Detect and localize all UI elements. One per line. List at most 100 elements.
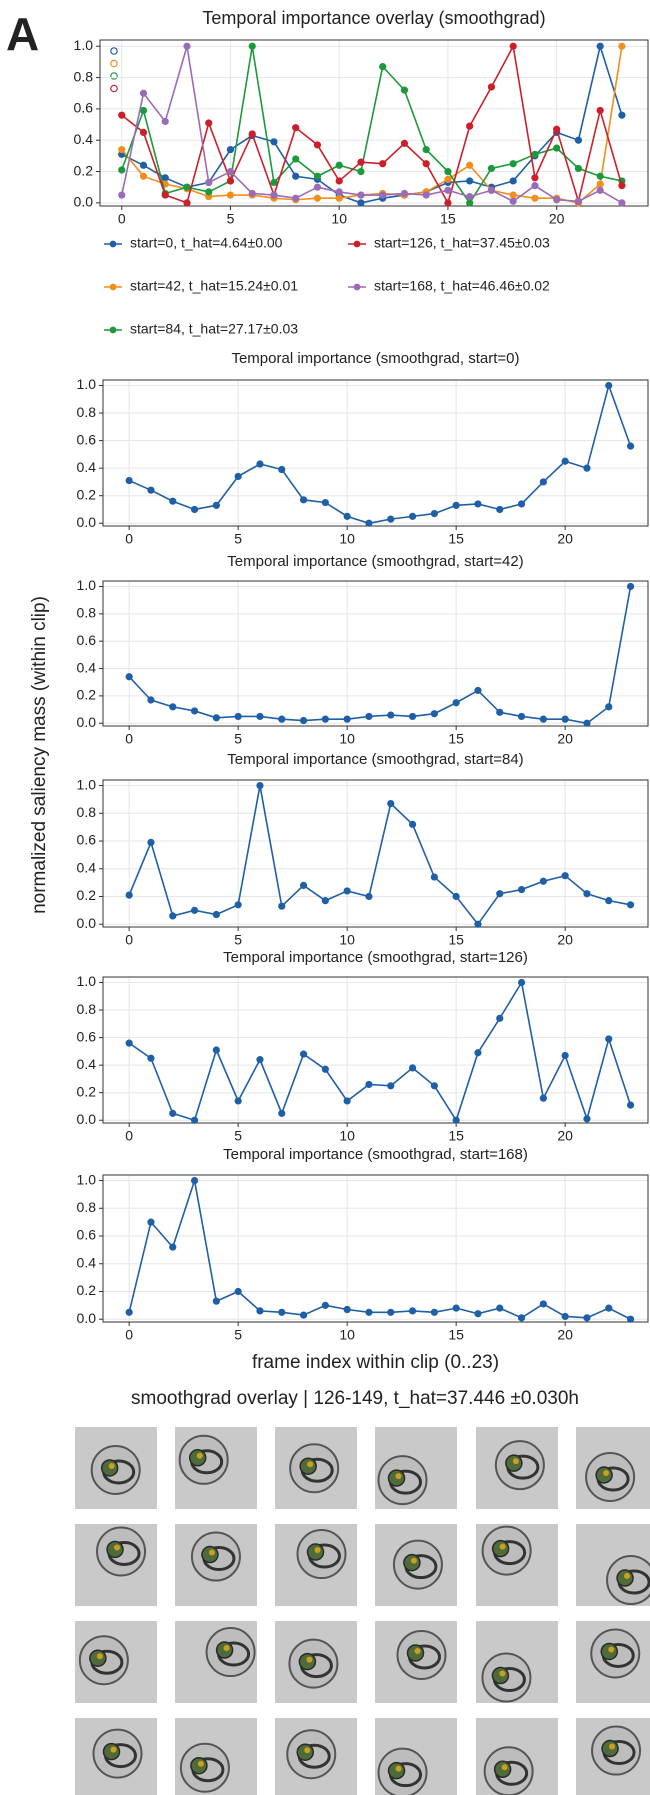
data-point: [278, 1110, 285, 1117]
data-point: [147, 839, 154, 846]
data-point: [270, 138, 277, 145]
data-point: [627, 583, 634, 590]
data-point: [531, 174, 538, 181]
data-point: [627, 1101, 634, 1108]
data-point: [618, 199, 625, 206]
x-tick-label: 20: [557, 531, 573, 547]
data-point: [300, 496, 307, 503]
data-point: [183, 43, 190, 50]
data-point: [488, 165, 495, 172]
plot-frame: [103, 581, 648, 726]
y-tick-label: 0.2: [77, 1282, 97, 1298]
saliency-spot: [624, 1573, 630, 1579]
data-point: [147, 1055, 154, 1062]
plot-frame: [103, 380, 648, 526]
data-point: [126, 892, 133, 899]
data-point: [466, 177, 473, 184]
data-point: [205, 188, 212, 195]
data-point: [597, 180, 604, 187]
data-point: [365, 1309, 372, 1316]
data-point: [562, 458, 569, 465]
data-point: [270, 191, 277, 198]
data-point: [401, 140, 408, 147]
y-tick-label: 0.8: [77, 605, 97, 621]
data-point: [562, 716, 569, 723]
data-line: [122, 46, 622, 203]
data-point: [118, 166, 125, 173]
data-line: [122, 46, 622, 203]
data-point: [357, 199, 364, 206]
x-tick-label: 5: [234, 1327, 242, 1343]
y-tick-label: 0.4: [77, 859, 97, 875]
data-point: [618, 182, 625, 189]
data-point: [140, 173, 147, 180]
data-point: [191, 907, 198, 914]
image-tile: [375, 1524, 457, 1606]
data-point: [213, 502, 220, 509]
image-tile: [576, 1718, 650, 1795]
y-tick-label: 0.4: [77, 659, 97, 675]
data-point: [235, 1288, 242, 1295]
data-point: [540, 878, 547, 885]
saliency-spot: [315, 1547, 321, 1553]
data-point: [147, 696, 154, 703]
data-point: [531, 151, 538, 158]
data-point: [387, 1309, 394, 1316]
data-point: [300, 717, 307, 724]
x-tick-label: 0: [125, 932, 133, 948]
data-point: [300, 882, 307, 889]
chart-title: Temporal importance (smoothgrad, start=1…: [223, 1146, 528, 1163]
data-point: [597, 107, 604, 114]
legend-label: start=84, t_hat=27.17±0.03: [130, 321, 298, 337]
data-point: [213, 1046, 220, 1053]
data-point: [365, 893, 372, 900]
data-point: [314, 195, 321, 202]
image-tile: [375, 1718, 457, 1795]
data-point: [126, 1040, 133, 1047]
data-point: [278, 1309, 285, 1316]
data-point: [365, 713, 372, 720]
data-point: [444, 168, 451, 175]
data-point: [140, 129, 147, 136]
y-tick-label: 1.0: [74, 37, 94, 53]
data-point: [278, 716, 285, 723]
data-point: [227, 191, 234, 198]
data-point: [605, 1035, 612, 1042]
y-tick-label: 0.6: [77, 632, 97, 648]
data-line: [122, 46, 622, 203]
corner-marker: [111, 60, 117, 66]
data-point: [314, 173, 321, 180]
data-point: [474, 687, 481, 694]
y-tick-label: 0.6: [77, 832, 97, 848]
x-tick-label: 20: [557, 1327, 573, 1343]
data-point: [518, 500, 525, 507]
data-point: [553, 196, 560, 203]
data-point: [205, 179, 212, 186]
data-line: [129, 586, 630, 723]
legend-marker: [354, 241, 361, 248]
data-point: [256, 1307, 263, 1314]
y-tick-label: 0.6: [74, 100, 94, 116]
data-point: [583, 720, 590, 727]
data-point: [140, 90, 147, 97]
data-point: [618, 43, 625, 50]
x-tick-label: 0: [118, 211, 126, 227]
data-point: [453, 699, 460, 706]
saliency-spot: [500, 1544, 506, 1550]
data-point: [510, 43, 517, 50]
data-point: [518, 979, 525, 986]
data-point: [213, 911, 220, 918]
x-tick-label: 20: [549, 211, 565, 227]
y-tick-label: 0.2: [74, 162, 94, 178]
data-line: [129, 983, 630, 1121]
saliency-spot: [307, 1461, 313, 1467]
y-tick-label: 0.0: [77, 714, 97, 730]
data-point: [169, 703, 176, 710]
data-line: [122, 46, 622, 203]
data-point: [562, 1052, 569, 1059]
chart-title: Temporal importance overlay (smoothgrad): [202, 8, 545, 28]
image-tile: [275, 1621, 357, 1703]
y-tick-label: 0.0: [77, 1310, 97, 1326]
data-point: [423, 191, 430, 198]
image-tile: [275, 1427, 357, 1509]
